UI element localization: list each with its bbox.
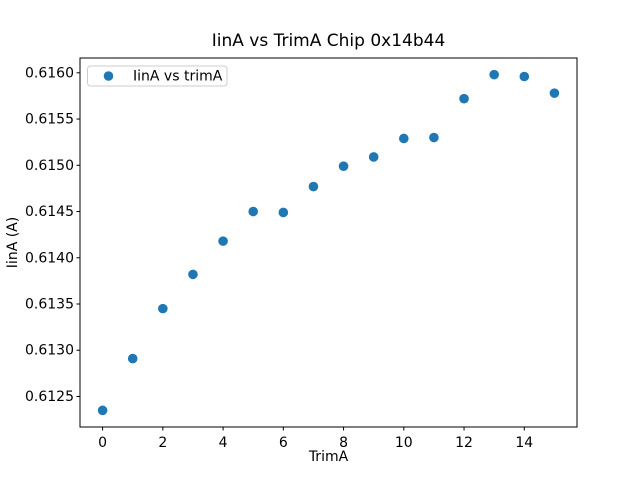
x-tick-label: 6 xyxy=(279,435,288,451)
data-point xyxy=(429,132,439,143)
data-point xyxy=(158,303,168,314)
y-tick-label: 0.6130 xyxy=(25,343,74,359)
y-axis-label: IinA (A) xyxy=(5,217,21,268)
data-point xyxy=(308,181,319,192)
data-point xyxy=(519,71,530,82)
y-axis-ticks: 0.6125 0.6130 0.6135 0.6140 0.6145 0.6150 0.61… xyxy=(25,65,80,405)
data-point xyxy=(399,133,409,144)
legend: IinA vs trimA xyxy=(87,65,228,87)
y-tick-label: 0.6150 xyxy=(25,158,74,174)
data-point xyxy=(459,93,469,104)
x-axis-label: TrimA xyxy=(308,449,349,465)
x-tick-label: 0 xyxy=(98,435,107,451)
legend-box xyxy=(87,65,228,87)
plot-area-frame xyxy=(79,57,578,428)
data-point xyxy=(368,152,379,162)
data-point xyxy=(338,161,349,172)
y-tick-label: 0.6160 xyxy=(25,65,74,81)
legend-label: IinA vs trimA xyxy=(133,69,223,85)
y-tick-label: 0.6145 xyxy=(25,204,74,220)
x-axis-ticks: 0 2 4 6 8 10 12 14 xyxy=(98,427,533,451)
y-tick-label: 0.6155 xyxy=(25,112,74,128)
x-tick-label: 4 xyxy=(219,435,228,451)
data-point xyxy=(188,269,198,280)
x-tick-label: 10 xyxy=(395,435,413,451)
x-tick-label: 14 xyxy=(515,435,533,451)
data-point xyxy=(97,405,108,416)
data-point xyxy=(278,207,289,218)
data-point xyxy=(549,88,560,98)
data-points xyxy=(97,69,560,416)
legend-marker-icon xyxy=(103,71,114,81)
y-tick-label: 0.6140 xyxy=(25,250,74,266)
data-point xyxy=(127,353,138,364)
x-tick-label: 12 xyxy=(455,435,473,451)
x-tick-label: 2 xyxy=(158,435,167,451)
y-tick-label: 0.6125 xyxy=(25,389,74,405)
data-point xyxy=(248,206,258,217)
chart-title: IinA vs TrimA Chip 0x14b44 xyxy=(212,31,446,51)
x-tick-label: 8 xyxy=(339,435,348,451)
data-point xyxy=(489,69,499,80)
data-point xyxy=(218,236,228,246)
y-tick-label: 0.6135 xyxy=(25,297,74,313)
